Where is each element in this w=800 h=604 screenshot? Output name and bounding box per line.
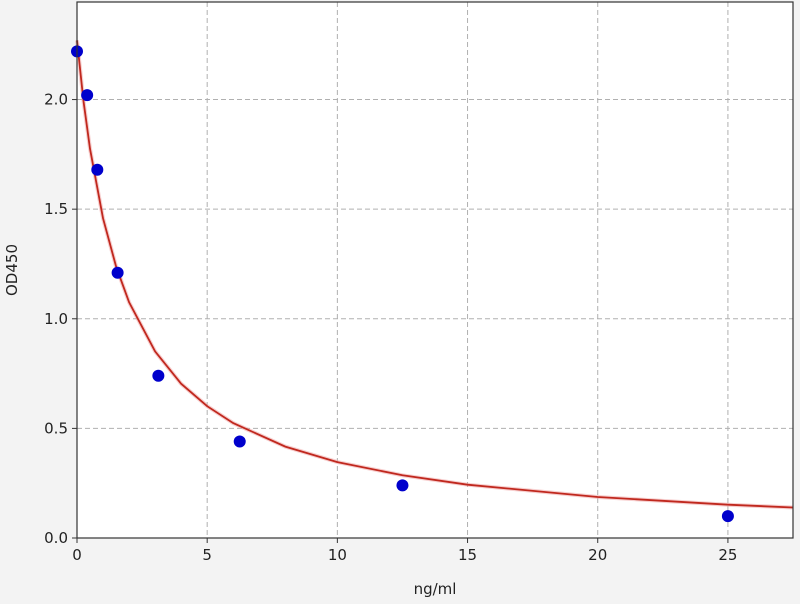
data-point: [721, 510, 734, 523]
y-axis-ticks: 0.0 0.5 1.0 1.5 2.0: [44, 91, 77, 547]
x-tick-label: 25: [718, 546, 737, 564]
y-axis-label: OD450: [3, 244, 21, 296]
x-tick-label: 5: [202, 546, 212, 564]
y-tick-label: 0.5: [44, 419, 68, 437]
points-layer: [71, 45, 734, 523]
y-tick-label: 2.0: [44, 91, 68, 109]
data-point: [152, 369, 165, 382]
x-tick-label: 15: [458, 546, 477, 564]
x-tick-label: 0: [72, 546, 82, 564]
x-axis-label: ng/ml: [414, 580, 457, 598]
plot-area: [77, 2, 793, 538]
data-point: [233, 435, 246, 448]
x-tick-label: 20: [588, 546, 607, 564]
plot-frame: [76, 1, 794, 539]
y-tick-label: 0.0: [44, 529, 68, 547]
x-axis-ticks: 0 5 10 15 20 25: [72, 538, 737, 564]
y-tick-label: 1.5: [44, 200, 68, 218]
fit-curve: [76, 40, 794, 509]
x-tick-label: 10: [328, 546, 347, 564]
data-point: [91, 163, 104, 176]
data-point: [396, 479, 409, 492]
fit-curve-layer: [75, 40, 794, 510]
data-point: [81, 89, 94, 102]
y-tick-label: 1.0: [44, 310, 68, 328]
data-point: [111, 266, 124, 279]
